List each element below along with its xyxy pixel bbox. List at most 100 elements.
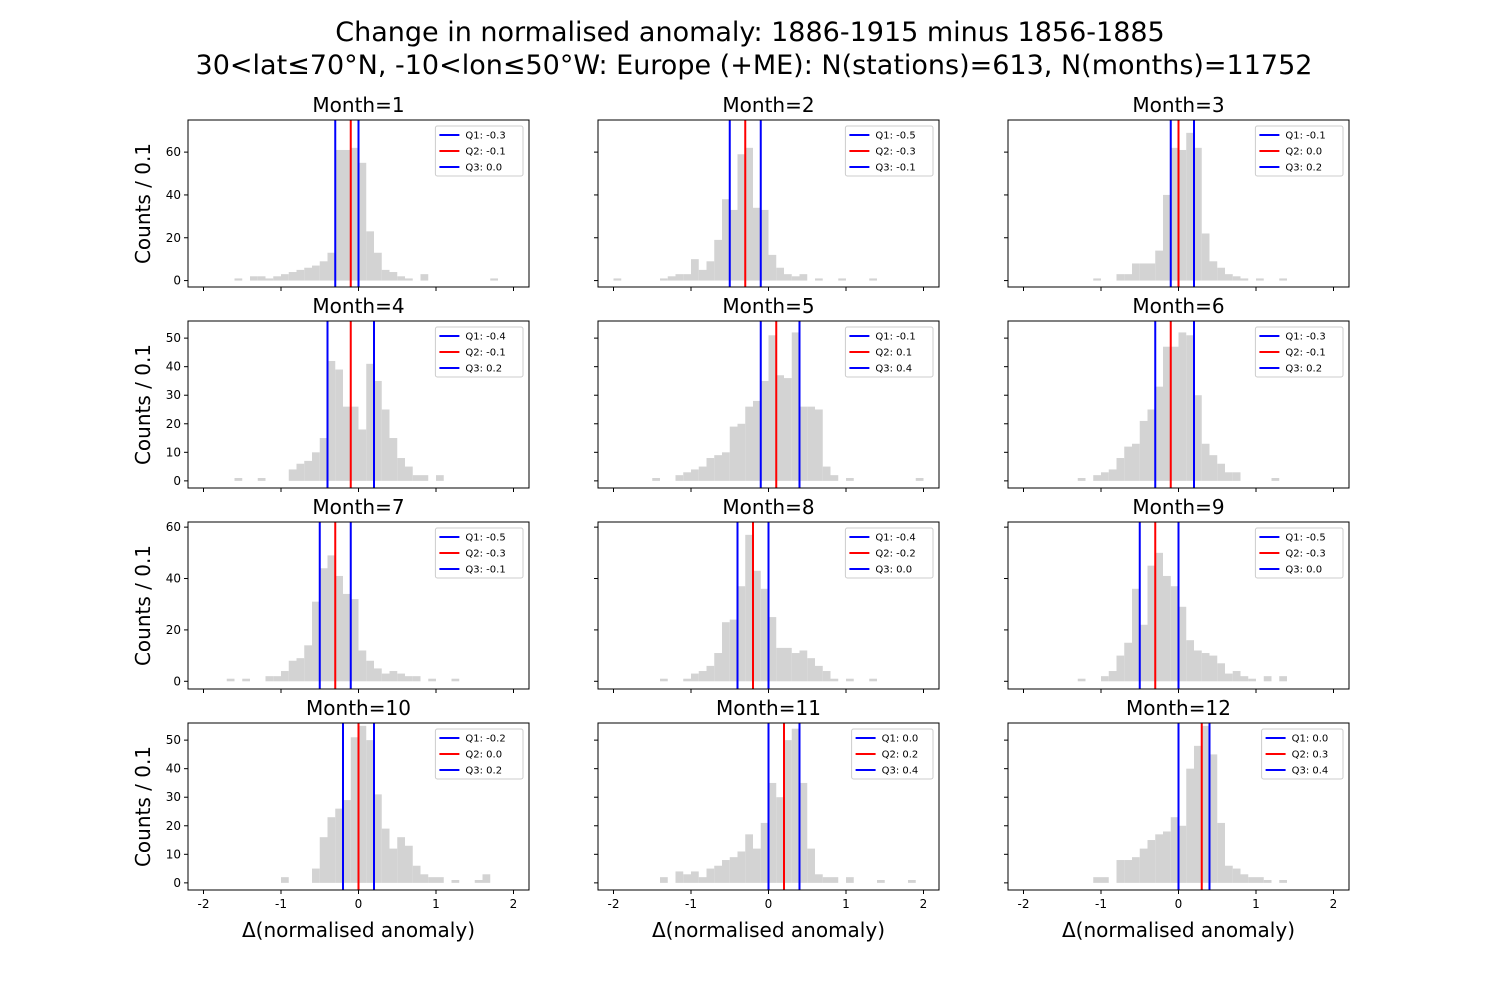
legend-label: Q1: -0.5: [1285, 533, 1325, 544]
histogram-bar: [1194, 147, 1202, 281]
histogram-bar: [319, 438, 328, 481]
histogram-bar: [1139, 848, 1148, 883]
legend-box: [434, 326, 524, 378]
histogram-bar: [784, 274, 792, 281]
histogram-bar: [1201, 443, 1210, 481]
legend-label: Q2: -0.3: [465, 549, 505, 560]
histogram-bar: [296, 658, 305, 682]
histogram-bar: [714, 239, 722, 281]
legend-label: Q3: 0.4: [882, 766, 919, 777]
legend-label: Q1: 0.0: [882, 734, 919, 745]
histogram-bar: [319, 261, 328, 281]
histogram-bar: [1225, 673, 1233, 682]
legend-label: Q3: 0.2: [465, 766, 502, 777]
legend-label: Q3: 0.4: [875, 364, 912, 375]
histogram-bar: [1116, 655, 1125, 682]
histogram-bar: [1201, 233, 1210, 281]
histogram-bar: [1271, 478, 1280, 481]
histogram-bar: [1132, 857, 1140, 883]
histogram-bar: [691, 673, 699, 682]
histogram-bar: [815, 409, 823, 481]
histogram-bar: [281, 877, 289, 883]
legend-label: Q1: 0.0: [1292, 734, 1329, 745]
histogram-bar: [436, 877, 444, 883]
histogram-bar: [753, 207, 761, 281]
histogram-bar: [908, 880, 916, 883]
histogram-bar: [1178, 825, 1187, 883]
histogram-bar: [1263, 880, 1272, 883]
histogram-bar: [799, 650, 808, 682]
histogram-bar: [451, 678, 460, 682]
histogram-bar: [389, 272, 398, 281]
histogram-bar: [753, 570, 761, 682]
histogram-bar: [1132, 443, 1140, 481]
y-tick-label: 0: [173, 474, 181, 488]
histogram-bar: [1209, 261, 1218, 281]
y-tick-label: 40: [166, 572, 181, 586]
histogram-bar: [729, 209, 738, 281]
figure-title-line2: 30<lat≤70°N, -10<lon≤50°W: Europe (+ME):…: [196, 50, 1313, 81]
y-axis-label: Counts / 0.1: [131, 344, 155, 465]
histogram-bar: [791, 332, 800, 481]
histogram-bar: [683, 874, 691, 883]
histogram-bar: [729, 426, 738, 481]
histogram-bar: [397, 276, 405, 281]
histogram-bar: [714, 653, 722, 682]
histogram-bar: [683, 274, 691, 281]
legend-label: Q3: 0.2: [1285, 364, 1322, 375]
histogram-bar: [815, 874, 823, 883]
histogram-bar: [242, 678, 250, 682]
histogram-bar: [667, 276, 676, 281]
histogram-bar: [335, 808, 343, 883]
histogram-bar: [776, 267, 784, 281]
histogram-bar: [436, 475, 444, 481]
y-tick-label: 20: [166, 417, 181, 431]
histogram-bar: [776, 375, 784, 481]
x-axis-label: Δ(normalised anomaly): [1062, 918, 1295, 942]
histogram-bar: [706, 868, 715, 883]
histogram-bar: [1147, 840, 1156, 883]
histogram-bar: [1139, 420, 1148, 481]
histogram-bar: [273, 676, 281, 682]
histogram-bar: [760, 209, 769, 281]
histogram-bar: [675, 871, 684, 883]
histogram-bar: [1201, 725, 1210, 883]
legend-label: Q1: -0.5: [465, 533, 505, 544]
histogram-bar: [768, 782, 777, 883]
histogram-bar: [791, 653, 800, 682]
histogram-bar: [389, 438, 398, 481]
histogram-bar: [1155, 250, 1163, 281]
panel-title: Month=6: [1132, 294, 1224, 318]
histogram-panel: Month=12 -2 -1 0 1 2 Q1: 0.0 Q2: 0.3 Q3: 0.4 Δ(no…: [1004, 696, 1350, 942]
histogram-bar: [273, 276, 281, 281]
histogram-bar: [374, 794, 382, 883]
legend-box: [851, 728, 934, 780]
histogram-bar: [822, 466, 831, 481]
panel-title: Month=4: [312, 294, 404, 318]
histogram-bar: [784, 740, 792, 883]
legend-box: [1254, 125, 1344, 177]
panel-title: Month=5: [722, 294, 814, 318]
histogram-bar: [381, 269, 390, 281]
histogram-bar: [822, 671, 831, 682]
histogram-bar: [451, 880, 460, 883]
histogram-bar: [613, 278, 622, 281]
legend-label: Q3: 0.2: [465, 364, 502, 375]
histogram-bar: [490, 278, 498, 281]
histogram-bar: [250, 276, 258, 281]
histogram-bar: [257, 276, 266, 281]
histogram-bar: [1248, 678, 1256, 682]
histogram-bar: [1147, 263, 1156, 281]
legend-label: Q2: 0.3: [1292, 750, 1329, 761]
histogram-bar: [1194, 650, 1202, 682]
histogram-bar: [1132, 588, 1140, 682]
histogram-bar: [784, 647, 792, 682]
histogram-bar: [319, 568, 328, 682]
y-tick-label: 50: [166, 733, 181, 747]
histogram-bar: [265, 278, 274, 281]
histogram-bar: [1101, 676, 1109, 682]
legend-box: [434, 728, 524, 780]
histogram-bar: [768, 617, 777, 682]
histogram-bar: [1279, 880, 1287, 883]
histogram-bar: [915, 478, 924, 481]
